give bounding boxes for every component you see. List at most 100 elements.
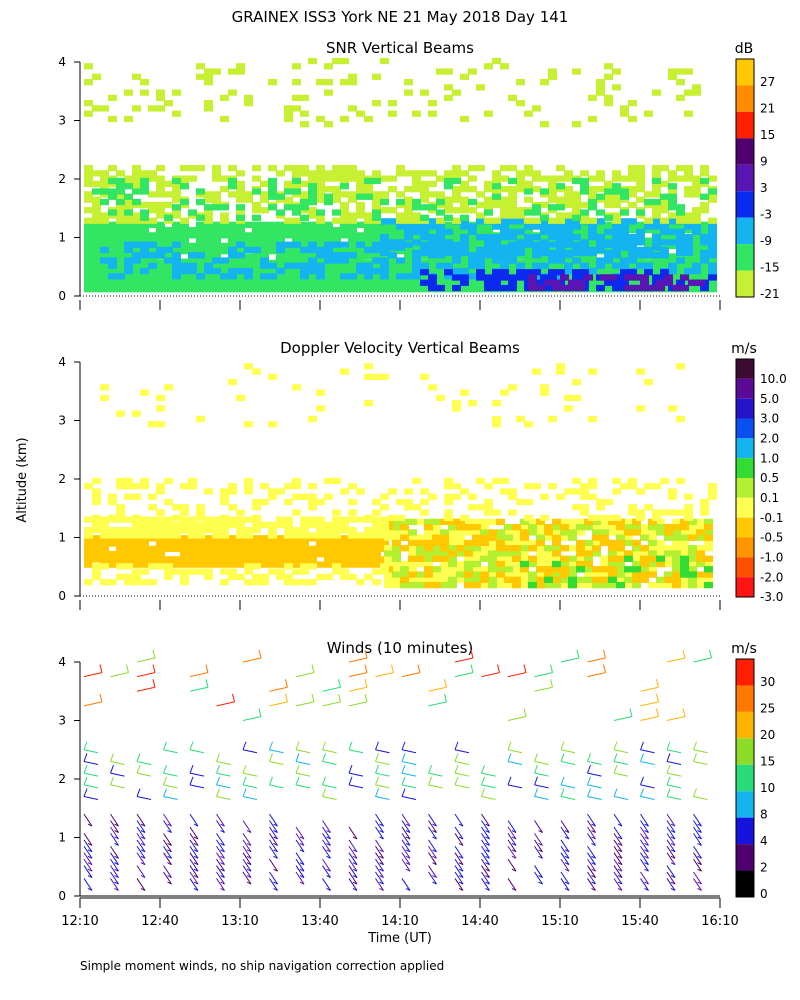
wind-barb bbox=[613, 813, 623, 827]
snr-cell bbox=[548, 196, 557, 203]
snr-cell bbox=[188, 226, 197, 234]
doppler-cell bbox=[400, 534, 409, 541]
snr-cell bbox=[228, 183, 237, 190]
wind-barb bbox=[375, 852, 384, 865]
wind-barb bbox=[640, 813, 649, 827]
doppler-colorbar-swatch bbox=[736, 497, 754, 518]
doppler-cell bbox=[380, 493, 389, 500]
doppler-cell bbox=[140, 477, 149, 485]
doppler-cell bbox=[348, 526, 357, 534]
snr-y-tick-label: 0 bbox=[58, 289, 66, 303]
doppler-cell bbox=[164, 477, 173, 485]
doppler-cell bbox=[636, 514, 645, 521]
wind-barb bbox=[348, 701, 368, 707]
snr-cell bbox=[572, 214, 581, 221]
doppler-cell bbox=[656, 539, 665, 547]
doppler-cell bbox=[472, 518, 481, 526]
wind-barb-flag bbox=[114, 862, 119, 866]
wind-barb-flag bbox=[193, 868, 199, 872]
snr-cell bbox=[260, 221, 269, 228]
snr-cell bbox=[220, 273, 229, 280]
wind-barb-flag bbox=[564, 888, 570, 891]
doppler-cell bbox=[560, 518, 569, 526]
snr-cell bbox=[164, 270, 173, 277]
snr-cell bbox=[332, 175, 341, 182]
doppler-cell bbox=[156, 545, 165, 552]
doppler-cell bbox=[388, 514, 397, 521]
snr-cell bbox=[468, 237, 477, 244]
snr-cell bbox=[116, 198, 125, 206]
snr-cell bbox=[500, 257, 509, 264]
wind-barb bbox=[640, 858, 649, 872]
doppler-cell bbox=[624, 529, 633, 536]
doppler-cell bbox=[372, 579, 381, 586]
doppler-cell bbox=[448, 576, 457, 583]
doppler-cell bbox=[276, 540, 285, 547]
wind-barb-flag bbox=[666, 741, 671, 750]
snr-cell bbox=[532, 204, 541, 211]
snr-cell bbox=[276, 246, 285, 254]
snr-cell bbox=[108, 221, 117, 228]
doppler-cell bbox=[132, 540, 141, 547]
snr-cell bbox=[700, 201, 709, 209]
snr-cell bbox=[540, 232, 549, 239]
wind-barb bbox=[322, 839, 331, 853]
snr-cell bbox=[116, 242, 125, 250]
doppler-cell bbox=[356, 550, 365, 558]
snr-cell bbox=[132, 226, 141, 234]
wind-barb bbox=[481, 852, 490, 865]
snr-cell bbox=[140, 246, 149, 254]
wind-barb-flag bbox=[591, 823, 596, 827]
wind-barb bbox=[83, 796, 99, 801]
doppler-cell bbox=[284, 516, 293, 523]
snr-cell bbox=[276, 275, 285, 282]
wind-barb bbox=[136, 826, 146, 840]
snr-cell bbox=[380, 57, 389, 65]
snr-cell bbox=[636, 209, 645, 216]
snr-cell bbox=[148, 248, 157, 255]
snr-cell bbox=[316, 164, 325, 172]
doppler-cell bbox=[340, 556, 349, 563]
snr-cell bbox=[708, 244, 717, 251]
wind-barb-flag bbox=[220, 875, 225, 879]
doppler-cell bbox=[464, 571, 473, 578]
snr-cell bbox=[300, 246, 309, 254]
doppler-cell bbox=[464, 518, 473, 526]
winds-colorbar-label: 8 bbox=[760, 807, 768, 821]
wind-barb-flag bbox=[140, 855, 146, 859]
snr-cell bbox=[580, 249, 589, 257]
doppler-cell bbox=[108, 514, 117, 521]
doppler-cell bbox=[364, 540, 373, 547]
snr-cell bbox=[260, 242, 269, 250]
snr-cell bbox=[156, 275, 165, 282]
snr-cell bbox=[612, 244, 621, 251]
snr-cell bbox=[188, 275, 197, 282]
snr-cell bbox=[612, 68, 621, 75]
doppler-cell bbox=[188, 540, 197, 547]
snr-cell bbox=[212, 191, 221, 198]
doppler-cell bbox=[220, 493, 229, 500]
snr-cell bbox=[468, 252, 477, 259]
doppler-cell bbox=[560, 566, 569, 573]
doppler-cell bbox=[380, 516, 389, 523]
wind-barb-flag bbox=[326, 849, 331, 853]
snr-cell bbox=[436, 228, 445, 235]
winds-y-tick-label: 0 bbox=[58, 889, 66, 903]
snr-cell bbox=[100, 188, 109, 195]
doppler-cell bbox=[536, 524, 545, 531]
snr-cell bbox=[252, 264, 261, 272]
snr-cell bbox=[332, 248, 341, 255]
doppler-cell bbox=[92, 556, 101, 563]
doppler-cell bbox=[664, 545, 673, 552]
wind-barb-flag bbox=[617, 888, 623, 891]
snr-cell bbox=[332, 196, 341, 203]
doppler-cell bbox=[440, 555, 449, 562]
doppler-cell bbox=[448, 566, 457, 573]
doppler-cell bbox=[228, 535, 237, 542]
snr-cell bbox=[364, 273, 373, 280]
snr-cell bbox=[300, 221, 309, 228]
snr-cell bbox=[500, 228, 509, 235]
wind-barb bbox=[640, 784, 655, 789]
doppler-cell bbox=[632, 566, 641, 573]
snr-cell bbox=[596, 175, 605, 182]
